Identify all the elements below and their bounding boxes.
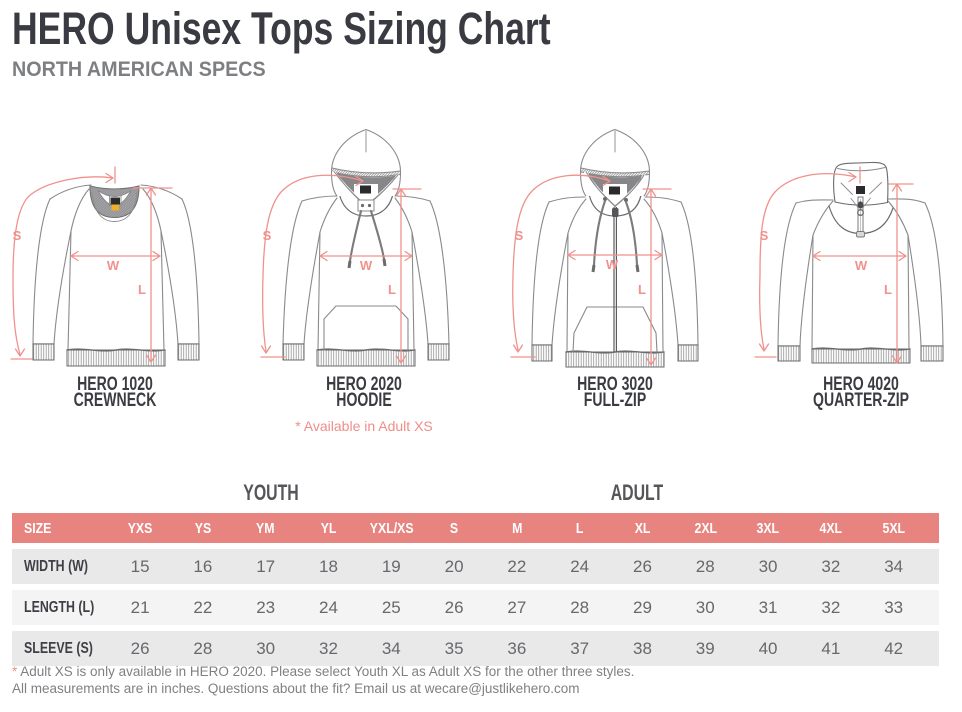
svg-text:W: W (855, 258, 868, 273)
svg-text:W: W (360, 258, 373, 273)
svg-text:S: S (515, 228, 524, 243)
svg-text:L: L (638, 282, 646, 297)
svg-text:W: W (107, 258, 120, 273)
svg-text:S: S (263, 228, 272, 243)
svg-text:S: S (13, 228, 22, 243)
svg-text:L: L (884, 282, 892, 297)
svg-text:L: L (388, 282, 396, 297)
svg-text:S: S (760, 228, 769, 243)
svg-text:W: W (606, 257, 619, 272)
svg-text:L: L (138, 282, 146, 297)
